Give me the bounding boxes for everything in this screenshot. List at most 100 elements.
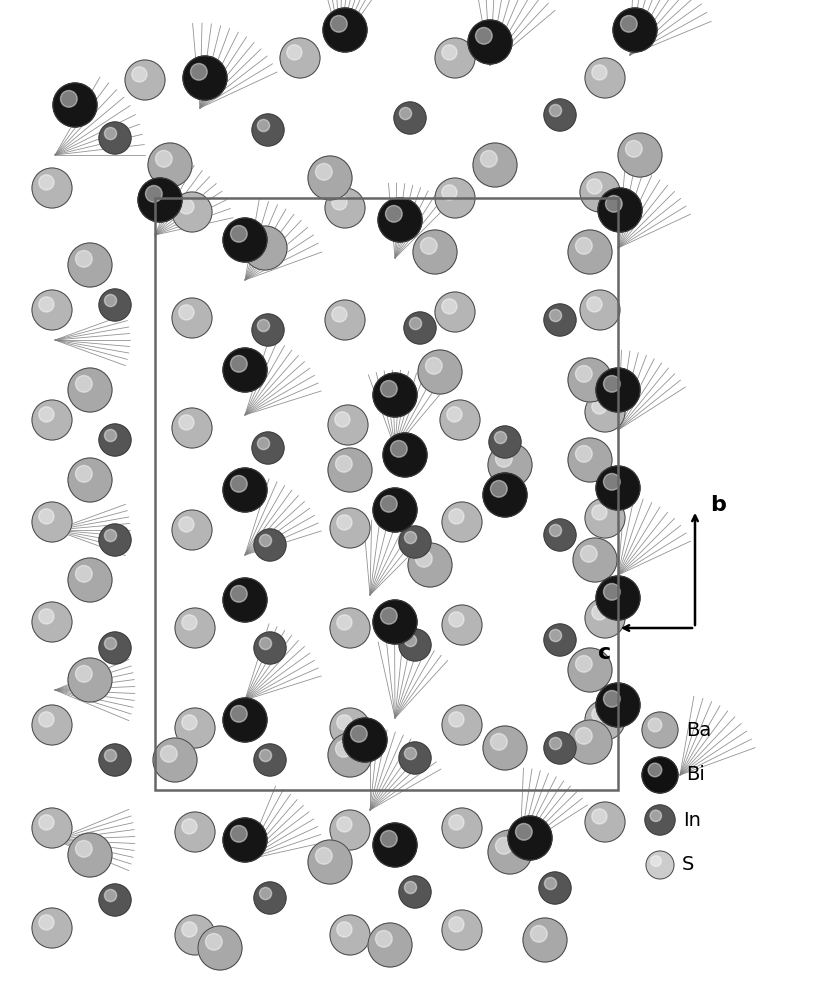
Text: S: S: [682, 856, 695, 874]
Circle shape: [330, 508, 370, 548]
Circle shape: [368, 923, 412, 967]
Circle shape: [172, 298, 212, 338]
Circle shape: [191, 63, 207, 80]
Circle shape: [420, 237, 437, 254]
Circle shape: [328, 733, 372, 777]
Circle shape: [68, 558, 112, 602]
Circle shape: [38, 509, 54, 524]
Circle shape: [182, 922, 197, 937]
Circle shape: [592, 505, 607, 520]
Circle shape: [441, 299, 457, 314]
Circle shape: [373, 488, 417, 532]
Circle shape: [605, 195, 622, 212]
Circle shape: [75, 565, 93, 582]
Circle shape: [38, 915, 54, 930]
Circle shape: [576, 445, 592, 462]
Circle shape: [315, 163, 333, 180]
Circle shape: [383, 433, 427, 477]
Circle shape: [252, 314, 284, 346]
Circle shape: [651, 856, 662, 866]
Circle shape: [586, 297, 602, 312]
Circle shape: [336, 455, 352, 472]
Circle shape: [75, 250, 93, 267]
Circle shape: [405, 747, 417, 760]
Circle shape: [252, 114, 284, 146]
Circle shape: [68, 458, 112, 502]
Circle shape: [426, 357, 442, 374]
Circle shape: [146, 185, 162, 202]
Circle shape: [598, 188, 642, 232]
Circle shape: [378, 198, 422, 242]
Circle shape: [337, 922, 352, 937]
Circle shape: [260, 887, 272, 900]
Text: Bi: Bi: [686, 766, 705, 784]
Circle shape: [613, 8, 657, 52]
Circle shape: [337, 615, 352, 630]
Circle shape: [105, 749, 116, 762]
Circle shape: [576, 655, 592, 672]
Circle shape: [230, 585, 247, 602]
Circle shape: [32, 290, 72, 330]
Circle shape: [251, 233, 267, 250]
Circle shape: [230, 825, 247, 842]
Circle shape: [405, 881, 417, 894]
Circle shape: [585, 392, 625, 432]
Circle shape: [568, 648, 612, 692]
Circle shape: [105, 294, 116, 307]
Circle shape: [491, 480, 507, 497]
Circle shape: [576, 237, 592, 254]
Circle shape: [75, 665, 93, 682]
Circle shape: [53, 83, 97, 127]
Circle shape: [515, 823, 532, 840]
Circle shape: [381, 830, 397, 847]
Circle shape: [179, 517, 194, 532]
Circle shape: [330, 810, 370, 850]
Circle shape: [576, 365, 592, 382]
Circle shape: [441, 45, 457, 60]
Circle shape: [550, 524, 562, 537]
Circle shape: [175, 708, 215, 748]
Circle shape: [495, 431, 507, 444]
Circle shape: [99, 289, 131, 321]
Circle shape: [105, 889, 116, 902]
Circle shape: [442, 705, 482, 745]
Circle shape: [391, 440, 407, 457]
Circle shape: [257, 119, 269, 132]
Circle shape: [254, 882, 286, 914]
Circle shape: [539, 872, 571, 904]
Circle shape: [580, 290, 620, 330]
Circle shape: [99, 744, 131, 776]
Circle shape: [626, 140, 642, 157]
Circle shape: [410, 317, 422, 330]
Circle shape: [337, 715, 352, 730]
Circle shape: [223, 578, 267, 622]
Circle shape: [604, 583, 620, 600]
Circle shape: [418, 350, 462, 394]
Circle shape: [206, 933, 222, 950]
Circle shape: [328, 405, 368, 445]
Circle shape: [32, 502, 72, 542]
Circle shape: [435, 38, 475, 78]
Circle shape: [573, 538, 617, 582]
Circle shape: [105, 637, 116, 650]
Circle shape: [32, 808, 72, 848]
Circle shape: [488, 443, 532, 487]
Circle shape: [138, 178, 182, 222]
Circle shape: [531, 925, 547, 942]
Circle shape: [621, 15, 637, 32]
Circle shape: [68, 368, 112, 412]
Circle shape: [68, 658, 112, 702]
Circle shape: [99, 524, 131, 556]
Circle shape: [442, 808, 482, 848]
Circle shape: [308, 156, 352, 200]
Circle shape: [337, 515, 352, 530]
Circle shape: [585, 802, 625, 842]
Circle shape: [38, 712, 54, 727]
Circle shape: [544, 732, 576, 764]
Circle shape: [148, 143, 192, 187]
Circle shape: [99, 122, 131, 154]
Circle shape: [415, 550, 432, 567]
Circle shape: [105, 529, 116, 542]
Circle shape: [399, 526, 431, 558]
Text: In: In: [683, 810, 701, 830]
